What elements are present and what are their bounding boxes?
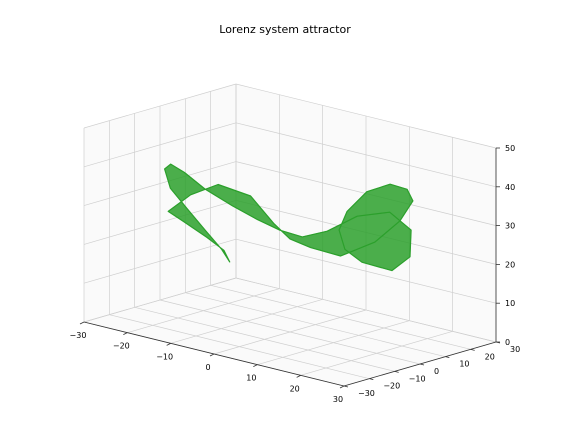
x-tick-mark (209, 353, 215, 357)
y-tick-label: −10 (409, 374, 426, 383)
y-tick-mark (343, 385, 349, 388)
back-grid-line-z (235, 277, 497, 343)
x-tick-mark (123, 332, 128, 336)
x-tick-mark (253, 364, 258, 368)
z-tick-label: 40 (505, 183, 515, 192)
left-grid-line-z (83, 200, 237, 245)
left-grid-line-z (83, 83, 237, 129)
floor-grid-line-y (134, 306, 395, 372)
x-tick-label: 30 (333, 395, 343, 404)
y-tick-mark (369, 378, 374, 381)
y-tick-mark (445, 356, 450, 359)
x-tick-mark (166, 342, 171, 346)
y-tick-label: −30 (358, 389, 375, 398)
x-tick-label: 20 (290, 384, 300, 393)
z-tick-label: 30 (505, 222, 515, 231)
back-grid-line-z (235, 122, 497, 188)
left-grid-line-z (83, 122, 237, 168)
z-tick-label: 10 (505, 299, 515, 308)
y-tick-label: 20 (485, 352, 495, 361)
y-tick-mark (470, 348, 475, 351)
y-tick-label: −20 (383, 382, 400, 391)
x-tick-mark (79, 321, 85, 325)
y-tick-mark (419, 363, 425, 366)
y-tick-label: 0 (434, 367, 439, 376)
x-tick-mark (339, 385, 345, 389)
z-tick-label: 50 (505, 144, 515, 153)
x-tick-mark (296, 374, 301, 378)
x-tick-label: 10 (246, 374, 256, 383)
attractor-outer-orbit (164, 163, 414, 271)
z-tick-label: 0 (505, 338, 510, 347)
floor-grid-line-y (159, 299, 421, 365)
back-grid-line-z (235, 83, 497, 149)
y-tick-mark (394, 370, 399, 373)
chart-title: Lorenz system attractor (219, 23, 351, 36)
y-tick-label: 10 (459, 360, 469, 369)
floor-grid-line-y (185, 292, 446, 358)
x-tick-label: −10 (156, 352, 173, 361)
back-grid-line-z (235, 238, 497, 304)
tick-labels: −30−20−100102030−30−20−10010203001020304… (70, 144, 521, 404)
x-tick-label: −20 (113, 342, 130, 351)
left-grid-line-z (83, 161, 237, 206)
floor-grid-line-y (210, 284, 471, 350)
floor-grid-line-y (109, 314, 370, 380)
attractor-series (164, 163, 414, 272)
left-grid-line-z (83, 277, 237, 323)
x-tick-label: −30 (70, 331, 87, 340)
x-tick-label: 0 (205, 363, 210, 372)
left-grid-line-z (83, 238, 237, 284)
z-tick-label: 20 (505, 260, 515, 269)
y-tick-label: 30 (510, 345, 520, 354)
